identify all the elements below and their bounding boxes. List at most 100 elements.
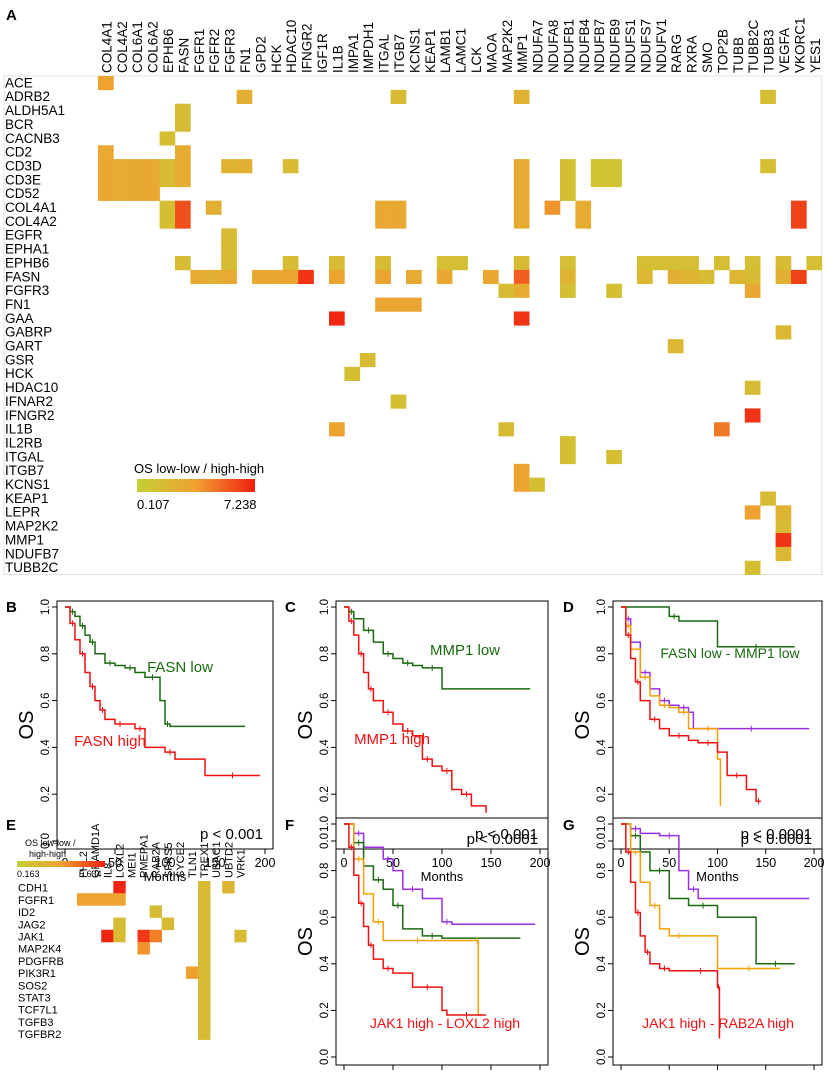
row-label: MMP1 xyxy=(5,532,44,547)
row-label: FN1 xyxy=(5,297,31,312)
column-label: GPD2 xyxy=(253,36,268,73)
label-jak1-loxl2: JAK1 high - LOXL2 high xyxy=(370,1015,520,1031)
x-tick-label: 100 xyxy=(155,856,176,870)
heatmap-cell xyxy=(375,269,391,285)
heatmap-cell xyxy=(683,256,699,271)
heatmap-cell xyxy=(390,89,407,104)
row-label: MAP2K2 xyxy=(5,519,58,534)
heatmap-cell xyxy=(175,256,191,271)
row-label: ADRB2 xyxy=(5,89,50,104)
heatmap-cell xyxy=(744,560,761,575)
column-label: IL1B xyxy=(330,45,345,73)
p-value: p < 0.0001 xyxy=(741,831,812,848)
row-label: PDGFRB xyxy=(18,956,64,968)
x-tick-label: 150 xyxy=(755,856,776,870)
x-axis-label: Months xyxy=(144,869,187,884)
heatmap-cell xyxy=(683,269,699,285)
column-label: MEI1 xyxy=(127,852,139,878)
heatmap-cell xyxy=(144,186,160,201)
column-label: FASN xyxy=(176,38,191,73)
heatmap-cell xyxy=(198,954,211,967)
column-label: IGF1R xyxy=(315,33,330,73)
legend-title: OS low-low / high-high xyxy=(134,461,264,476)
heatmap-cell xyxy=(221,242,237,257)
heatmap-cell xyxy=(113,172,130,188)
km-curve xyxy=(344,823,487,1016)
heatmap-cell xyxy=(137,929,150,943)
heatmap-cell xyxy=(483,269,499,285)
y-tick-label: 0.8 xyxy=(319,863,331,879)
y-tick-label: 0.4 xyxy=(319,739,331,756)
heatmap-cell xyxy=(221,256,237,271)
heatmap-cell xyxy=(101,929,114,943)
y-tick-label: 0.0 xyxy=(596,833,608,849)
heatmap-cell xyxy=(667,256,684,271)
legend-max: 7.238 xyxy=(224,497,257,512)
heatmap-cell xyxy=(113,159,130,174)
heatmap-cell xyxy=(149,905,162,918)
x-tick-label: 0 xyxy=(341,856,348,870)
row-label: CD2 xyxy=(5,145,32,160)
heatmap-cell xyxy=(329,269,345,285)
heatmap-cell xyxy=(221,228,237,243)
y-tick-label: 1.0 xyxy=(319,599,331,615)
heatmap-cell xyxy=(144,159,160,174)
label-fasn-high: FASN high xyxy=(74,733,146,750)
row-label: CDH1 xyxy=(18,883,48,895)
column-label: TREX1 xyxy=(199,843,211,878)
km-curve xyxy=(344,606,487,813)
row-label: FGFR3 xyxy=(5,283,49,298)
row-label: FGFR1 xyxy=(18,895,54,907)
column-label: VRK1 xyxy=(235,849,247,878)
x-tick-label: 100 xyxy=(432,856,453,870)
column-label: MAP2K2 xyxy=(500,20,515,73)
heatmap-cell xyxy=(760,89,776,104)
heatmap-cell xyxy=(744,380,761,395)
heatmap-cell xyxy=(175,200,191,215)
heatmap-cell xyxy=(667,269,684,285)
row-label: FASN xyxy=(5,269,40,284)
heatmap-cell xyxy=(175,159,191,174)
heatmap-cell xyxy=(198,1003,211,1016)
legend-title: high-high xyxy=(29,849,66,859)
heatmap-cell xyxy=(159,172,176,188)
y-tick-label: 1.0 xyxy=(319,816,331,832)
heatmap-cell xyxy=(98,145,114,160)
heatmap-cell xyxy=(606,449,622,465)
heatmap-cell xyxy=(406,297,422,312)
p-value: p < 0.001 xyxy=(200,826,263,843)
label-fasn-low: FASN low xyxy=(147,659,213,676)
row-label: KCNS1 xyxy=(5,477,50,492)
heatmap-cell xyxy=(513,269,530,285)
y-tick-label: 0.2 xyxy=(596,786,608,802)
heatmap-cell xyxy=(606,172,622,188)
y-tick-label: 0.0 xyxy=(319,833,331,849)
heatmap-cell xyxy=(98,76,114,91)
x-tick-label: 50 xyxy=(662,856,676,870)
heatmap-frame xyxy=(3,75,823,575)
y-tick-label: 0.2 xyxy=(596,1002,608,1018)
y-tick-label: 0.2 xyxy=(319,1002,331,1018)
heatmap-cell xyxy=(791,200,807,215)
row-label: IL1B xyxy=(5,422,33,437)
panel-label-c: C xyxy=(285,599,296,616)
heatmap-cell xyxy=(390,200,407,215)
km-curve xyxy=(65,606,260,777)
row-label: CD3E xyxy=(5,172,41,187)
heatmap-cell xyxy=(513,200,530,215)
row-label: EPHB6 xyxy=(5,255,49,270)
y-axis-label: OS xyxy=(572,711,594,740)
heatmap-cell xyxy=(175,172,191,188)
column-label: SFRS5 xyxy=(163,843,175,878)
column-label: FGFR2 xyxy=(207,29,222,73)
heatmap-cell xyxy=(329,422,345,437)
column-label: UBTD2 xyxy=(223,842,235,878)
row-label: HDAC10 xyxy=(5,380,58,395)
heatmap-cell xyxy=(560,159,576,174)
column-label: PMEPA1 xyxy=(139,834,151,878)
row-label: PIK3R1 xyxy=(18,968,56,980)
heatmap-a: ACEADRB2ALDH5A1BCRCACNB3CD2CD3DCD3ECD52C… xyxy=(3,17,823,575)
y-tick-label: 0.6 xyxy=(319,693,331,709)
p-value: p < 0.0001 xyxy=(467,831,538,848)
